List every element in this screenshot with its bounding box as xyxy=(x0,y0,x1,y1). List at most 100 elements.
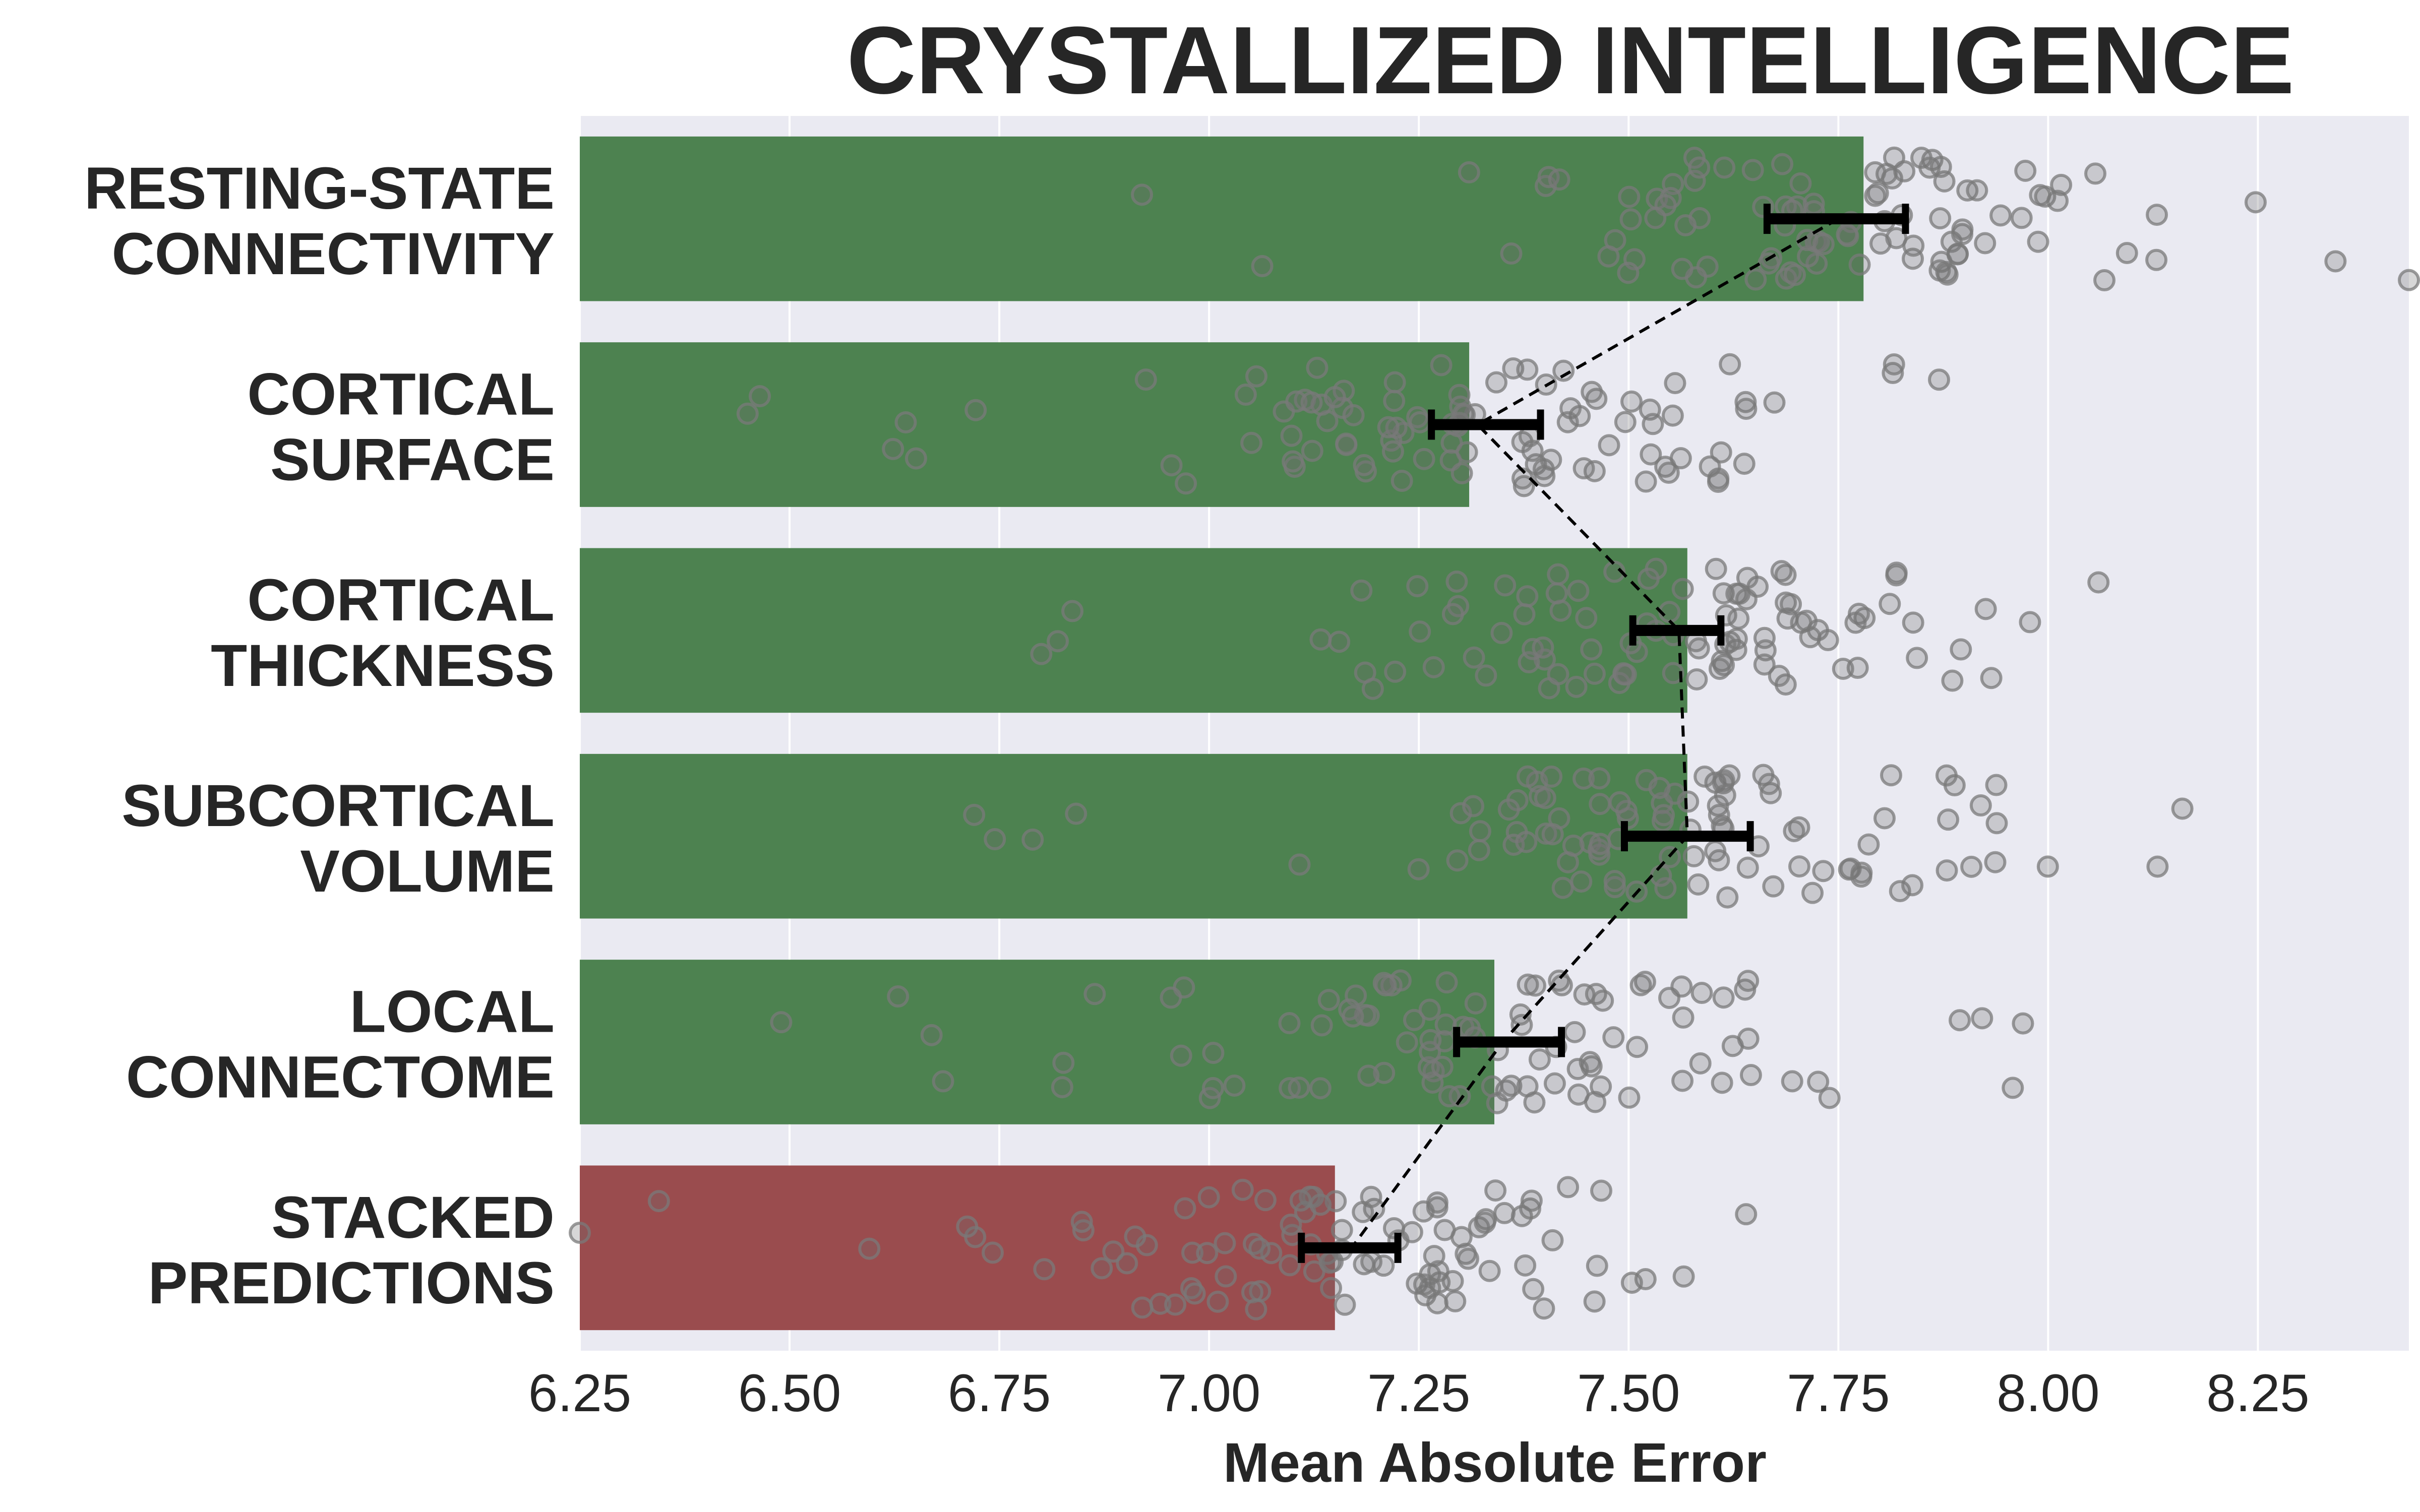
point-2-10 xyxy=(1980,667,2003,689)
point-1-24 xyxy=(1160,454,1183,477)
point-2-86 xyxy=(1780,593,1802,615)
point-4-61 xyxy=(1481,1075,1503,1098)
error-bars xyxy=(1298,204,1909,1263)
point-3-92 xyxy=(1446,849,1469,872)
point-3-95 xyxy=(1653,804,1675,827)
point-4-95 xyxy=(1288,1077,1310,1099)
category-label-3: SUBCORTICAL VOLUME xyxy=(122,773,555,905)
point-5-19 xyxy=(1260,1242,1283,1265)
point-1-83 xyxy=(1381,440,1404,463)
point-4-7 xyxy=(920,1024,943,1046)
point-4-76 xyxy=(1357,1064,1380,1087)
point-4-42 xyxy=(1543,1072,1566,1095)
point-4-68 xyxy=(1592,989,1614,1012)
point-1-87 xyxy=(1306,356,1328,379)
point-1-13 xyxy=(1635,470,1657,493)
point-5-45 xyxy=(1320,1277,1343,1299)
point-3-27 xyxy=(1736,856,1759,879)
point-0-87 xyxy=(2084,162,2107,185)
x-tick-8: 8.25 xyxy=(2206,1364,2309,1423)
point-3-34 xyxy=(1288,853,1311,876)
point-4-81 xyxy=(1223,1074,1246,1097)
point-3-36 xyxy=(1517,765,1539,788)
point-4-11 xyxy=(2002,1077,2024,1099)
bars xyxy=(580,136,1864,1331)
point-3-49 xyxy=(1985,774,2008,796)
point-5-2 xyxy=(1102,1240,1125,1263)
point-4-96 xyxy=(1396,1031,1418,1054)
point-5-73 xyxy=(1519,1197,1542,1220)
point-3-70 xyxy=(1693,765,1716,788)
point-5-50 xyxy=(1533,1297,1555,1320)
point-1-46 xyxy=(1335,433,1358,456)
point-2-99 xyxy=(1832,657,1854,680)
point-0-86 xyxy=(2145,248,2168,271)
point-0-9 xyxy=(2324,250,2347,273)
point-5-68 xyxy=(1514,1254,1537,1277)
point-2-43 xyxy=(1941,669,1964,692)
point-2-22 xyxy=(1547,563,1569,586)
point-2-44 xyxy=(1885,564,1908,587)
point-1-65 xyxy=(1450,462,1473,484)
point-3-59 xyxy=(1873,807,1896,830)
point-2-40 xyxy=(1583,662,1606,685)
point-4-67 xyxy=(1374,974,1397,997)
point-5-47 xyxy=(1457,1247,1480,1270)
point-3-80 xyxy=(1449,802,1472,825)
point-3-1 xyxy=(2171,797,2194,820)
point-4-58 xyxy=(1517,973,1539,996)
point-2-90 xyxy=(1463,646,1485,669)
point-2-71 xyxy=(1441,603,1464,625)
point-0-93 xyxy=(1771,153,1794,175)
category-label-5: STACKED PREDICTIONS xyxy=(148,1184,555,1316)
point-4-86 xyxy=(1670,975,1693,998)
x-tick-7: 8.00 xyxy=(1996,1364,2099,1423)
point-1-96 xyxy=(1377,416,1400,438)
gridlines xyxy=(579,116,2259,1351)
point-3-71 xyxy=(1704,840,1727,862)
point-1-68 xyxy=(1533,465,1556,487)
point-1-89 xyxy=(1385,416,1408,439)
point-5-32 xyxy=(1360,1250,1383,1273)
point-0-3 xyxy=(1251,255,1274,278)
point-2-77 xyxy=(1735,588,1758,610)
point-5-43 xyxy=(1522,1278,1545,1300)
point-3-35 xyxy=(1812,860,1835,883)
point-4-60 xyxy=(1380,974,1403,997)
point-3-54 xyxy=(1648,777,1671,799)
point-5-28 xyxy=(1478,1259,1501,1282)
point-1-55 xyxy=(1456,441,1478,464)
point-3-90 xyxy=(1850,861,1873,884)
point-4-0 xyxy=(770,1011,793,1034)
x-tick-labels: 6.25 6.50 6.75 7.00 7.25 7.50 7.75 8.00 8.25 xyxy=(528,1364,2310,1423)
point-4-15 xyxy=(1563,1021,1586,1043)
point-5-8 xyxy=(1672,1265,1695,1288)
point-3-13 xyxy=(1468,839,1490,861)
point-0-80 xyxy=(1989,204,2012,227)
point-2-52 xyxy=(1708,658,1731,680)
point-5-41 xyxy=(1484,1179,1507,1202)
point-2-95 xyxy=(1575,607,1598,629)
point-5-95 xyxy=(1231,1178,1254,1201)
point-3-82 xyxy=(1935,859,1958,882)
category-label-5-line-1: PREDICTIONS xyxy=(148,1250,555,1316)
point-3-14 xyxy=(1935,764,1958,787)
point-5-60 xyxy=(1279,1254,1301,1277)
point-1-1 xyxy=(1928,368,1951,391)
point-5-4 xyxy=(647,1190,670,1213)
category-label-4-line-1: CONNECTOME xyxy=(126,1044,555,1111)
point-1-75 xyxy=(1342,404,1365,426)
point-1-51 xyxy=(1383,371,1406,394)
point-0-12 xyxy=(1848,254,1871,276)
point-1-79 xyxy=(1134,368,1157,391)
point-2-65 xyxy=(1799,626,1822,649)
point-5-87 xyxy=(1413,1273,1436,1296)
point-0-1 xyxy=(2398,269,2420,291)
point-2-12 xyxy=(1445,570,1468,593)
point-1-57 xyxy=(1383,390,1406,412)
point-3-89 xyxy=(1603,870,1626,893)
point-4-10 xyxy=(1971,1007,1993,1030)
point-0-97 xyxy=(1548,168,1570,191)
